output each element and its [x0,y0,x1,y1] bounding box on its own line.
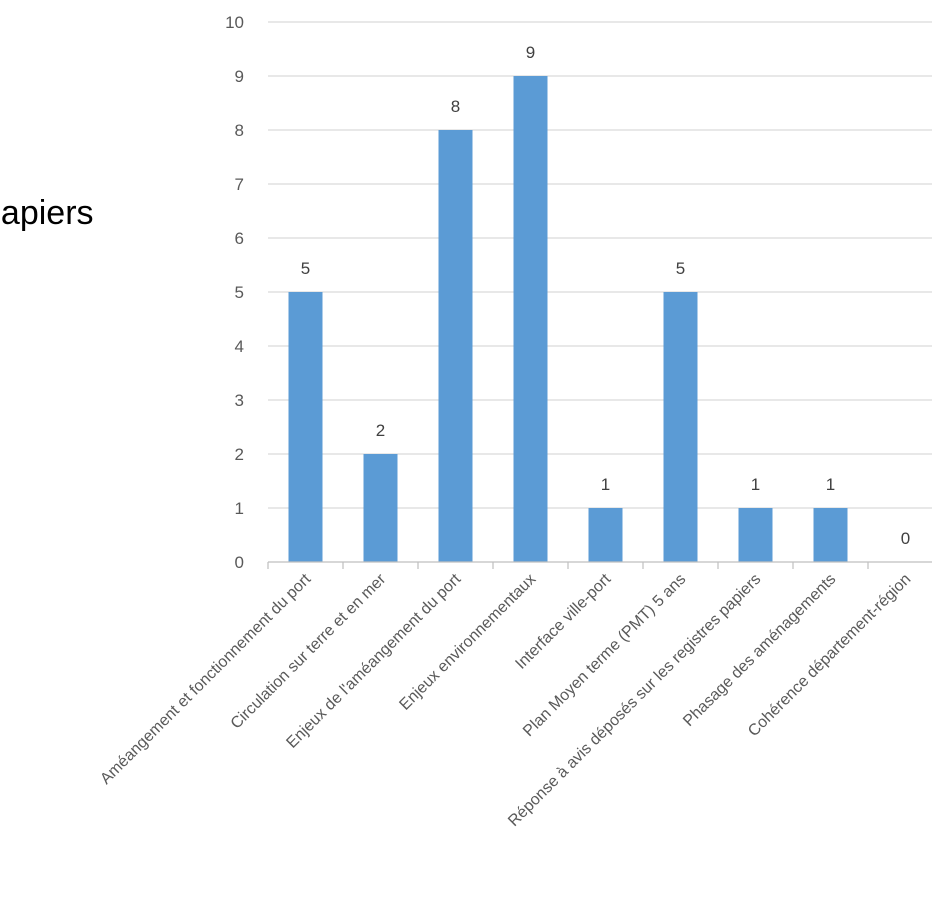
bar [663,292,698,562]
data-label: 1 [601,475,610,494]
y-tick-label: 6 [235,229,244,248]
category-labels: Améangement et fonctionnement du portCir… [97,570,914,830]
y-tick-label: 7 [235,175,244,194]
data-label: 5 [676,259,685,278]
y-tick-label: 4 [235,337,244,356]
data-label: 1 [826,475,835,494]
data-label: 2 [376,421,385,440]
y-tick-label: 8 [235,121,244,140]
bar [588,508,623,562]
y-tick-label: 10 [225,13,244,32]
bars [288,76,848,562]
category-label: Réponse à avis déposés sur les registres… [505,571,764,830]
y-tick-label: 0 [235,553,244,572]
bar [813,508,848,562]
data-label: 1 [751,475,760,494]
data-label: 8 [451,97,460,116]
y-axis-ticks: 0 1 2 3 4 5 6 7 8 9 10 [225,13,244,572]
y-tick-label: 2 [235,445,244,464]
x-axis [267,561,932,569]
category-label: Enjeux environnementaux [396,571,539,714]
y-tick-label: 5 [235,283,244,302]
y-tick-label: 3 [235,391,244,410]
category-label: Circulation sur terre et en mer [228,570,390,732]
bar [513,76,548,562]
data-label: 0 [901,529,910,548]
bar [738,508,773,562]
bar [438,130,473,562]
bar [288,292,323,562]
data-labels: 5 2 8 9 1 5 1 1 0 [301,43,910,548]
page-title-fragment: papiers [0,194,94,232]
y-tick-label: 9 [235,67,244,86]
data-label: 5 [301,259,310,278]
data-label: 9 [526,43,535,62]
gridlines [268,21,932,509]
category-label: Cohérence département-région [745,571,914,740]
category-label: Phasage des aménagements [680,571,839,730]
category-label: Plan Moyen terme (PMT) 5 ans [520,571,689,740]
y-tick-label: 1 [235,499,244,518]
bar [363,454,398,562]
